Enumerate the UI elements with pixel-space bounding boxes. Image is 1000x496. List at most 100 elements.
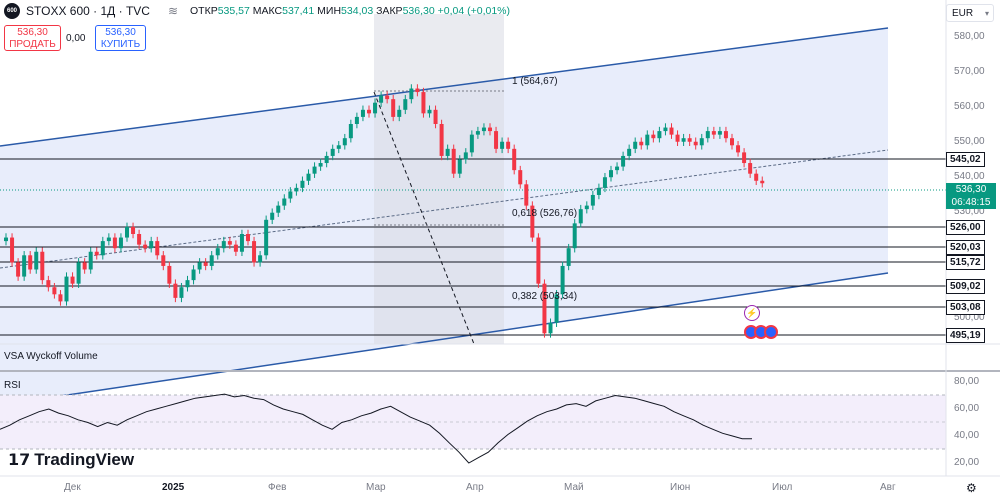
compare-icon[interactable]: ≋ [167,4,179,18]
y-axis-label: 550,00 [954,136,985,147]
candle-body [723,131,728,139]
tradingview-logo[interactable]: 𝟭𝟳 TradingView [8,450,134,470]
currency-label: EUR [952,8,974,19]
candle-body [233,244,238,252]
candle-body [191,269,196,281]
rsi-pane-title[interactable]: RSI [4,380,21,391]
candle-body [669,127,674,135]
candle-body [548,322,553,334]
buy-button[interactable]: 536,30 КУПИТЬ [95,25,146,51]
candle-body [687,138,692,142]
candle-body [149,241,154,249]
candle-body [227,241,232,245]
candle-body [46,280,51,288]
candle-body [512,148,517,171]
candle-body [736,145,741,153]
y-axis-label: 570,00 [954,66,985,77]
channel-upper-line [0,27,889,147]
candle-body [451,148,456,174]
fib-label-low: 0,382 (503,34) [512,291,578,302]
candle-body [100,241,105,256]
candle-body [28,255,33,270]
candle-body [596,187,601,195]
x-axis-label: Дек [64,482,81,493]
candle-body [415,88,420,93]
candle-body [88,251,93,270]
candle-body [294,187,299,192]
candle-body [730,138,734,146]
candle-body [264,219,269,256]
candle-body [699,138,704,146]
low-label: МИН [317,5,342,17]
buy-label: КУПИТЬ [100,39,141,50]
price-tag: 526,00 [946,220,985,235]
price-tag: 509,02 [946,279,985,294]
candle-body [627,148,632,156]
candle-body [258,255,263,263]
candle-body [530,205,535,238]
channel-lower-line [0,272,889,406]
candle-body [572,223,577,249]
candle-body [4,237,8,242]
candle-body [403,99,408,110]
tradingview-wordmark: TradingView [34,450,135,469]
candle-body [215,248,220,256]
candle-body [621,155,626,167]
candle-body [131,226,136,234]
candle-body [360,109,365,117]
x-axis-label: Мар [366,482,386,493]
candle-body [173,283,178,298]
open-value: 535,57 [217,5,250,17]
candle-body [318,163,323,167]
low-value: 534,03 [341,5,374,17]
candle-body [663,127,668,132]
candle-body [342,138,347,146]
price-tag: 520,03 [946,240,985,255]
candle-body [542,283,547,334]
candle-body [336,145,341,149]
candle-body [584,205,589,210]
candle-body [282,198,287,206]
date-range-highlight [374,14,504,344]
buy-price: 536,30 [105,27,136,38]
x-axis-label: Май [564,482,584,493]
candle-body [760,180,765,184]
candle-body [143,244,148,249]
symbol-title[interactable]: STOXX 600 · 1Д · TVC [26,4,150,18]
candle-body [112,237,117,249]
event-marker-icon[interactable] [764,325,778,339]
y-axis-label: 560,00 [954,101,985,112]
volume-pane-title[interactable]: VSA Wyckoff Volume [4,351,98,362]
candle-body [748,163,753,174]
candle-body [554,294,559,323]
x-axis-label: Апр [466,482,484,493]
candle-body [675,134,680,142]
x-axis-label: Июн [670,482,691,493]
price-tag: 503,08 [946,300,985,315]
sell-button[interactable]: 536,30 ПРОДАТЬ [4,25,61,51]
candle-body [385,95,390,100]
candle-body [463,152,468,160]
channel-mid-line [0,149,889,269]
candle-body [125,226,129,238]
candle-body [270,212,275,220]
rsi-axis-label: 80,00 [954,376,980,387]
candle-body [155,241,160,256]
candle-body [457,159,462,174]
horizontal-levels [0,158,946,336]
x-axis-label: Авг [880,482,896,493]
candle-body [681,138,686,142]
candle-body [40,251,45,281]
lightning-icon[interactable]: ⚡ [744,305,760,321]
y-axis-label: 530,00 [954,206,985,217]
candle-body [633,141,638,149]
candle-body [651,134,656,139]
open-label: ОТКР [190,5,218,17]
gear-icon[interactable]: ⚙ [966,481,977,495]
candle-body [185,280,190,288]
candle-body [639,141,644,146]
candle-body [518,170,523,185]
candle-body [379,95,384,103]
currency-selector[interactable]: EUR ▾ [946,4,994,22]
